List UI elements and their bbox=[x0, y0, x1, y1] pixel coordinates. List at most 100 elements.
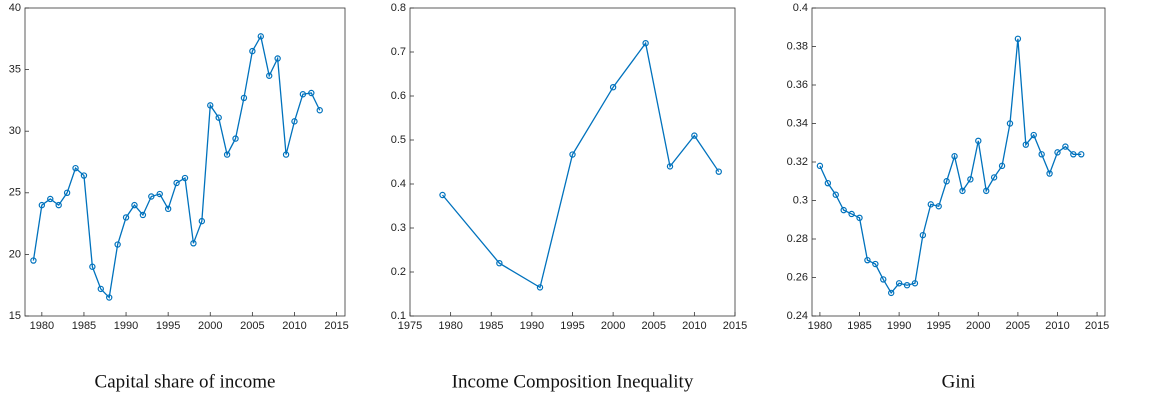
marker bbox=[824, 179, 832, 187]
marker bbox=[38, 201, 46, 209]
marker bbox=[840, 206, 847, 214]
marker bbox=[666, 163, 674, 170]
x-tick-label: 1995 bbox=[560, 320, 584, 332]
marker bbox=[715, 168, 722, 175]
marker bbox=[282, 151, 290, 158]
marker bbox=[63, 189, 71, 196]
x-tick-label: 2005 bbox=[1006, 320, 1030, 332]
marker bbox=[249, 47, 256, 55]
marker bbox=[240, 94, 248, 102]
marker bbox=[1038, 151, 1045, 158]
y-tick-label: 0.3 bbox=[391, 222, 406, 234]
marker bbox=[232, 135, 239, 142]
marker bbox=[1046, 170, 1053, 177]
marker bbox=[895, 280, 903, 287]
marker bbox=[1070, 151, 1077, 158]
y-tick-label: 30 bbox=[9, 125, 21, 137]
marker bbox=[97, 285, 104, 293]
marker bbox=[1022, 141, 1030, 148]
marker bbox=[998, 162, 1006, 170]
marker bbox=[919, 231, 927, 239]
y-tick-label: 0.4 bbox=[793, 2, 808, 14]
marker bbox=[975, 137, 982, 145]
x-tick-label: 1990 bbox=[520, 320, 544, 332]
x-tick-label: 1975 bbox=[398, 320, 422, 332]
y-tick-label: 0.28 bbox=[787, 233, 808, 245]
plot-frame bbox=[811, 7, 1106, 317]
marker bbox=[47, 195, 54, 203]
line bbox=[819, 38, 1082, 295]
marker bbox=[30, 257, 37, 264]
x-tick-label: 1985 bbox=[72, 320, 96, 332]
chart-title: Capital share of income bbox=[95, 371, 276, 392]
marker bbox=[1078, 151, 1085, 158]
marker bbox=[1014, 35, 1022, 43]
marker bbox=[181, 174, 189, 182]
y-tick-label: 0.6 bbox=[391, 90, 406, 102]
marker bbox=[1054, 149, 1061, 156]
marker bbox=[299, 91, 307, 98]
marker bbox=[959, 187, 966, 195]
marker bbox=[89, 263, 96, 270]
marker bbox=[848, 210, 855, 218]
y-tick-label: 25 bbox=[9, 187, 21, 199]
line bbox=[442, 41, 720, 289]
marker bbox=[291, 118, 298, 125]
marker bbox=[131, 201, 138, 209]
y-tick-label: 40 bbox=[9, 2, 21, 14]
x-tick-label: 2010 bbox=[682, 320, 706, 332]
marker bbox=[691, 132, 698, 139]
x-tick-label: 2005 bbox=[240, 320, 264, 332]
y-tick-label: 35 bbox=[9, 64, 21, 76]
marker bbox=[887, 289, 895, 297]
x-tick-label: 1980 bbox=[30, 320, 54, 332]
marker bbox=[223, 151, 231, 158]
marker bbox=[215, 114, 222, 121]
marker bbox=[990, 174, 998, 181]
marker bbox=[266, 72, 273, 79]
marker bbox=[114, 241, 121, 248]
marker bbox=[316, 107, 323, 114]
marker bbox=[207, 102, 214, 109]
marker bbox=[72, 164, 79, 172]
x-tick-label: 1985 bbox=[479, 320, 503, 332]
x-tick-label: 1995 bbox=[926, 320, 950, 332]
plot-frame bbox=[409, 7, 736, 317]
marker bbox=[439, 191, 446, 199]
x-tick-label: 2015 bbox=[324, 320, 348, 332]
x-tick-label: 2010 bbox=[1045, 320, 1069, 332]
y-tick-label: 0.26 bbox=[787, 271, 808, 283]
marker bbox=[274, 55, 281, 62]
marker bbox=[148, 193, 155, 200]
y-tick-label: 0.1 bbox=[391, 310, 406, 322]
marker bbox=[983, 187, 990, 195]
line bbox=[32, 34, 321, 299]
marker bbox=[856, 214, 863, 222]
marker bbox=[951, 153, 958, 160]
marker bbox=[967, 176, 974, 183]
marker bbox=[569, 151, 576, 158]
marker bbox=[122, 214, 130, 221]
y-tick-label: 0.24 bbox=[787, 310, 808, 322]
marker bbox=[308, 89, 315, 97]
marker bbox=[1006, 120, 1014, 127]
chart-title: Income Composition Inequality bbox=[452, 371, 694, 392]
y-tick-label: 0.3 bbox=[793, 194, 808, 206]
marker bbox=[943, 178, 950, 185]
marker bbox=[496, 260, 503, 267]
marker bbox=[927, 201, 934, 208]
x-tick-label: 1995 bbox=[156, 320, 180, 332]
y-tick-label: 0.32 bbox=[787, 156, 808, 168]
y-tick-label: 0.2 bbox=[391, 266, 406, 278]
x-tick-label: 1980 bbox=[438, 320, 462, 332]
x-tick-label: 2015 bbox=[723, 320, 747, 332]
marker bbox=[864, 256, 871, 264]
marker bbox=[832, 191, 839, 198]
marker bbox=[173, 179, 180, 187]
x-tick-label: 1985 bbox=[847, 320, 871, 332]
chart-title: Gini bbox=[942, 371, 976, 392]
y-tick-label: 0.38 bbox=[787, 40, 808, 52]
marker bbox=[190, 240, 197, 247]
